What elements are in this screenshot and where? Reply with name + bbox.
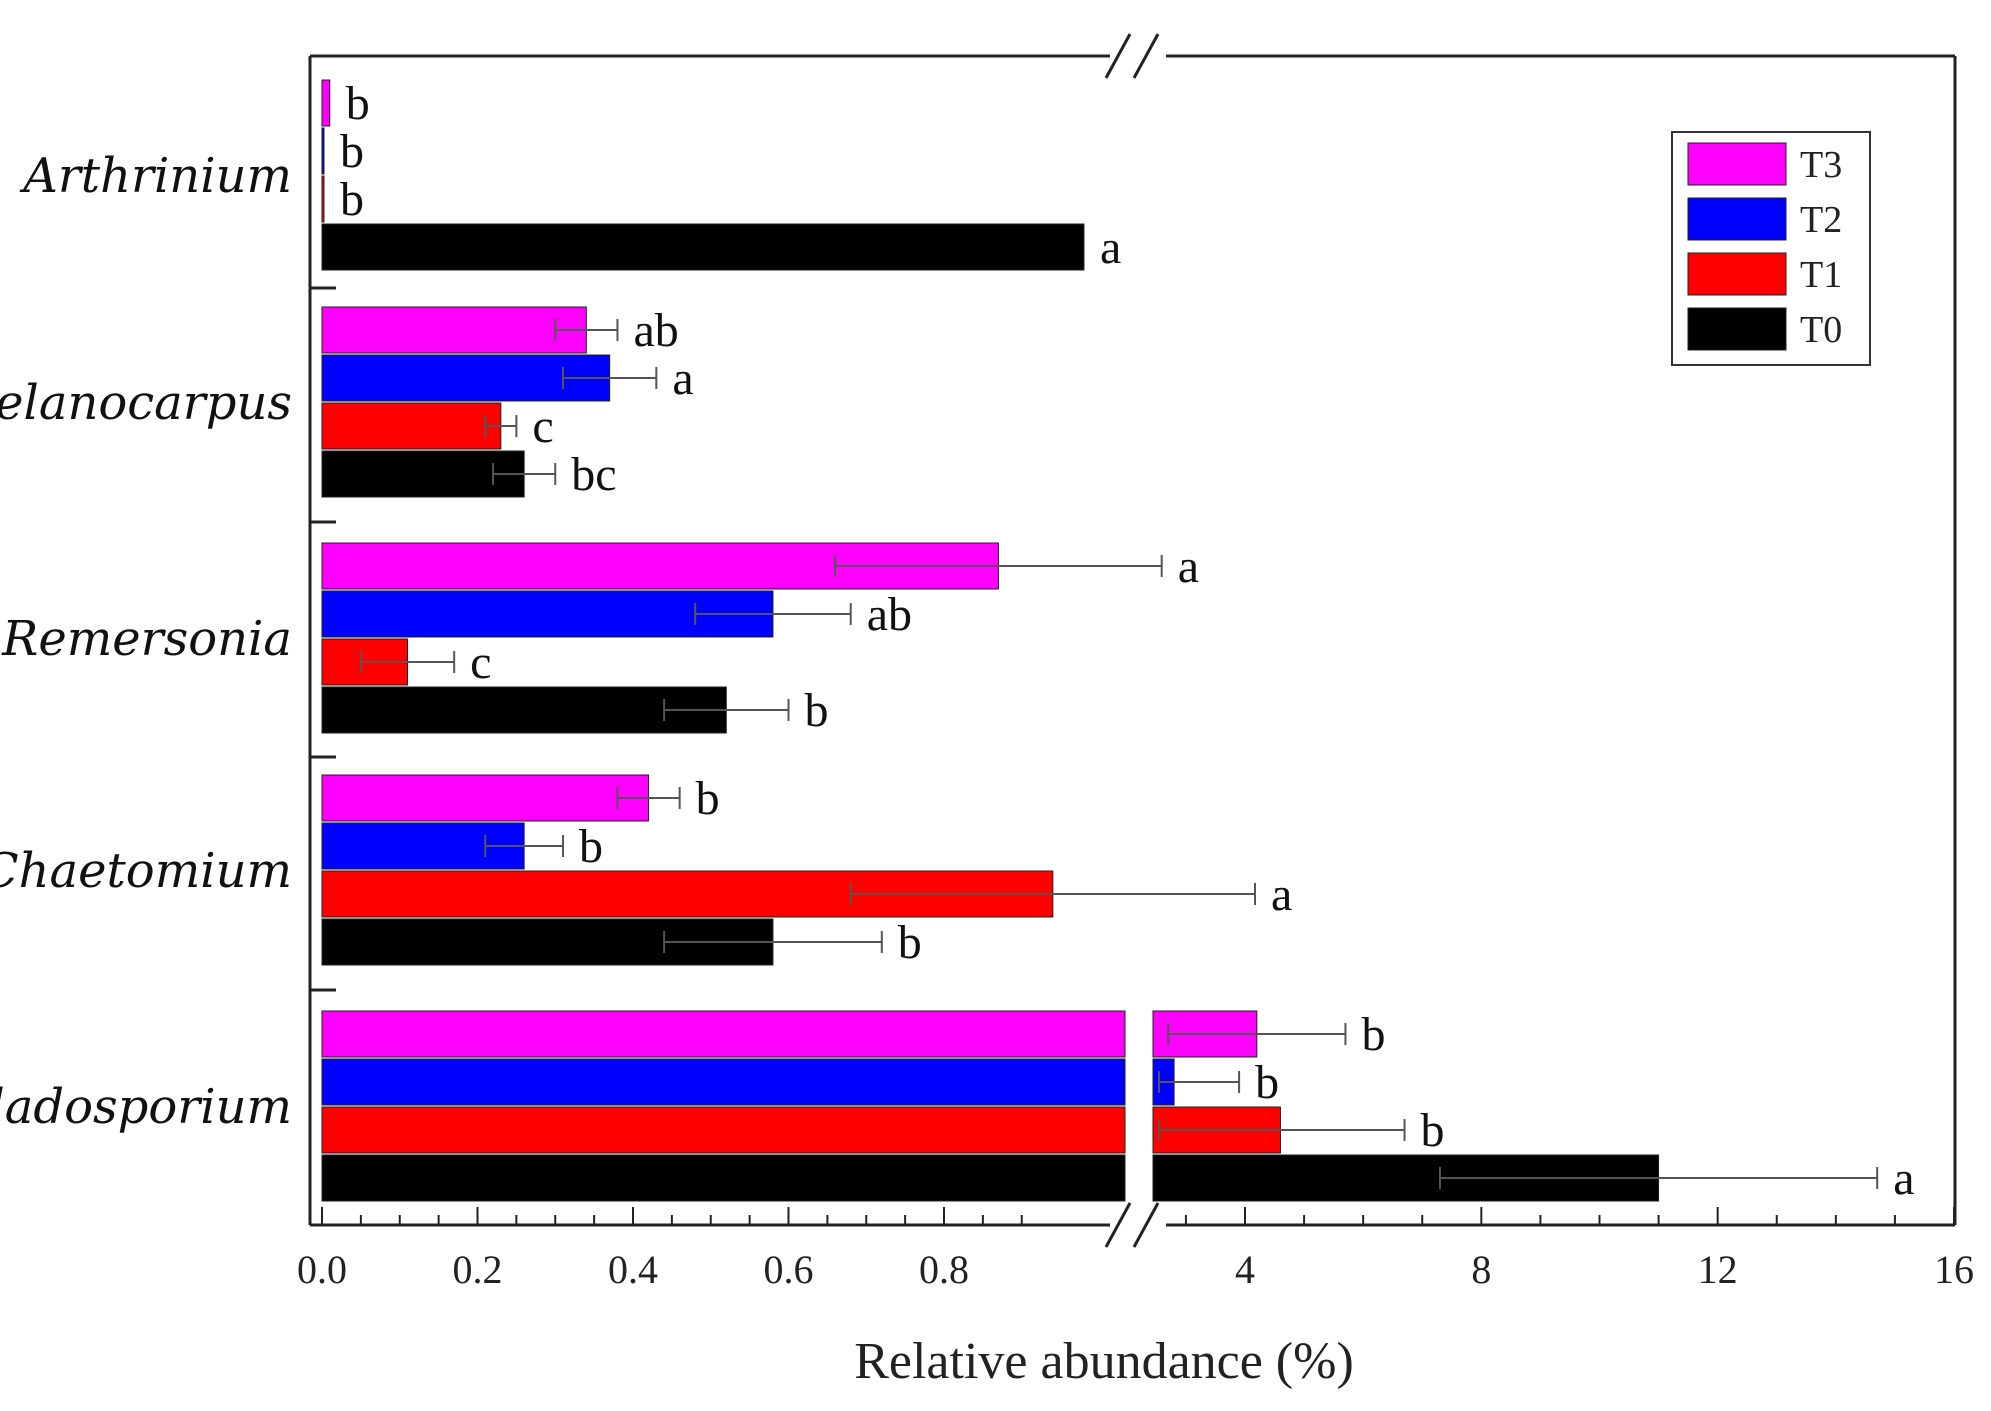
bar-melanocarpus-t3	[321, 306, 587, 354]
axis-break-bottom	[1132, 1202, 1160, 1248]
bars-layer	[321, 79, 1660, 1202]
category-label: Cladosporium	[0, 1079, 292, 1135]
significance-letter: a	[1893, 1152, 1914, 1205]
axis-break-top	[1132, 33, 1160, 79]
bar-melanocarpus-t2	[321, 354, 611, 402]
legend-swatch-t2	[1687, 197, 1787, 241]
legend-label-t1: T1	[1800, 254, 1842, 296]
bar-chaetomium-t3	[321, 774, 650, 822]
significance-letter: b	[346, 77, 370, 130]
legend-swatch-t0	[1687, 307, 1787, 351]
category-label: Chaetomium	[0, 843, 292, 899]
significance-letter: b	[898, 916, 922, 969]
axes-layer: 0.0 0.2 0.4 0.6 0.8 4 8 12 16	[297, 33, 1974, 1292]
category-label: Melanocarpus	[0, 375, 292, 431]
significance-letter: b	[340, 173, 364, 226]
bar-arthrinium-t3	[321, 79, 331, 127]
legend-label-t2: T2	[1800, 199, 1842, 241]
x-tick-label: 8	[1471, 1247, 1491, 1292]
significance-letter: b	[805, 684, 829, 737]
x-tick-label: 16	[1934, 1247, 1974, 1292]
legend-label-t3: T3	[1800, 144, 1842, 186]
x-tick-label: 0.4	[608, 1247, 658, 1292]
axis-break-top	[1104, 33, 1132, 79]
bar-arthrinium-t1	[321, 175, 325, 223]
significance-letter: b	[1421, 1104, 1445, 1157]
x-tick-label: 0.2	[453, 1247, 503, 1292]
significance-letter: b	[579, 820, 603, 873]
error-bars-layer	[359, 319, 1879, 1189]
legend-swatch-t1	[1687, 252, 1787, 296]
bar-cladosporium-t2-left	[321, 1058, 1126, 1106]
x-tick-label: 0.0	[297, 1247, 347, 1292]
bar-cladosporium-t3-left	[321, 1010, 1126, 1058]
significance-letter: c	[532, 400, 553, 453]
bar-cladosporium-t0-left	[321, 1154, 1126, 1202]
significance-letter: ab	[633, 304, 678, 357]
category-label: Arthrinium	[19, 148, 292, 204]
significance-letter: b	[1361, 1008, 1385, 1061]
legend: T3 T2 T1 T0	[1671, 131, 1871, 366]
bar-melanocarpus-t1	[321, 402, 502, 450]
significance-letter: a	[1178, 540, 1199, 593]
category-label: Remersonia	[1, 611, 292, 667]
significance-letter: b	[696, 772, 720, 825]
significance-letter: a	[1271, 868, 1292, 921]
x-tick-label: 12	[1698, 1247, 1738, 1292]
legend-label-t0: T0	[1800, 309, 1842, 351]
x-tick-label: 4	[1235, 1247, 1255, 1292]
significance-letter: bc	[571, 448, 616, 501]
significance-letter: b	[1255, 1056, 1279, 1109]
bar-melanocarpus-t0	[321, 450, 525, 498]
labels-layer: Arthrinium Melanocarpus Remersonia Chaetomi…	[0, 148, 292, 1135]
significance-letter: ab	[867, 588, 912, 641]
bar-remersonia-t0	[321, 686, 727, 734]
axis-break-bottom	[1104, 1202, 1132, 1248]
significance-letter: b	[340, 125, 364, 178]
legend-swatch-t3	[1687, 142, 1787, 186]
significance-letter: a	[1100, 221, 1121, 274]
bar-arthrinium-t2	[321, 127, 325, 175]
x-tick-label: 0.6	[764, 1247, 814, 1292]
significance-letter: c	[470, 636, 491, 689]
bar-cladosporium-t1-left	[321, 1106, 1126, 1154]
x-axis-title: Relative abundance (%)	[854, 1333, 1354, 1390]
significance-letter: a	[672, 352, 693, 405]
bar-arthrinium-t0	[321, 223, 1085, 271]
x-tick-label: 0.8	[919, 1247, 969, 1292]
